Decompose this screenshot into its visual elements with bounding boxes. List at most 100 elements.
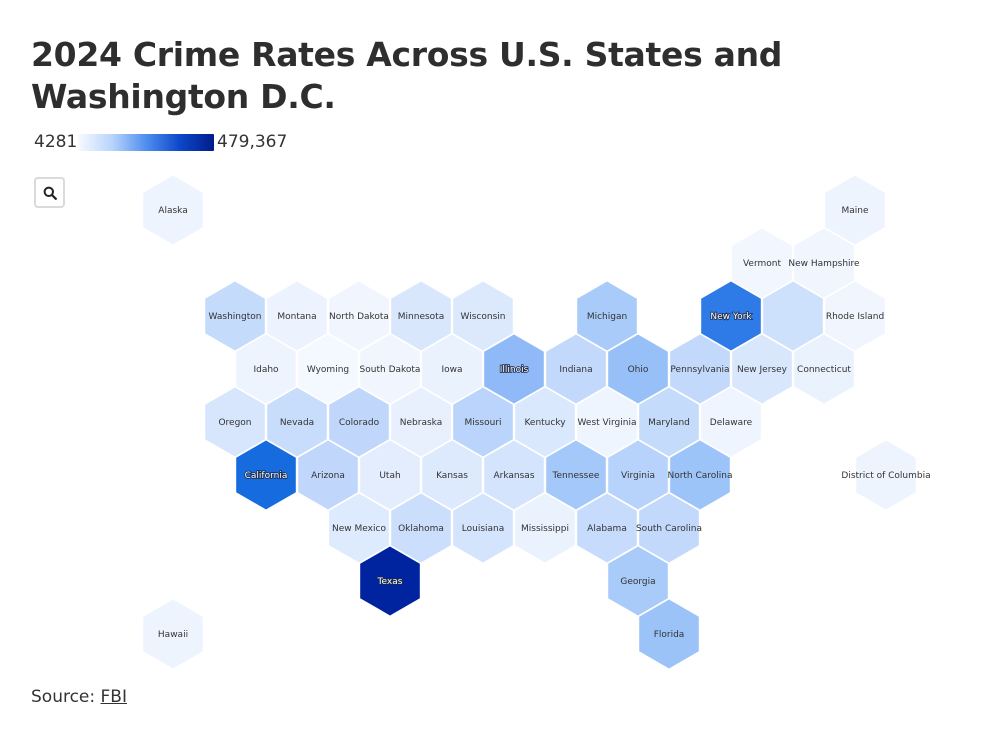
state-iowa[interactable]: Iowa	[421, 333, 483, 405]
state-nebraska[interactable]: Nebraska	[390, 386, 452, 458]
state-hex[interactable]	[421, 333, 483, 405]
state-south-carolina[interactable]: South Carolina	[636, 492, 702, 564]
state-montana[interactable]: Montana	[266, 280, 328, 352]
state-hex[interactable]	[638, 492, 700, 564]
state-hex[interactable]	[514, 386, 576, 458]
state-connecticut[interactable]: Connecticut	[793, 333, 855, 405]
state-hex[interactable]	[235, 439, 297, 511]
state-arkansas[interactable]: Arkansas	[483, 439, 545, 511]
state-hex[interactable]	[576, 386, 638, 458]
state-georgia[interactable]: Georgia	[607, 545, 669, 617]
state-hex[interactable]	[576, 280, 638, 352]
state-hex[interactable]	[266, 280, 328, 352]
state-utah[interactable]: Utah	[359, 439, 421, 511]
state-hex[interactable]	[266, 386, 328, 458]
state-north-dakota[interactable]: North Dakota	[328, 280, 390, 352]
state-hex[interactable]	[731, 227, 793, 299]
state-oregon[interactable]: Oregon	[204, 386, 266, 458]
state-washington[interactable]: Washington	[204, 280, 266, 352]
state-hex[interactable]	[297, 439, 359, 511]
state-maryland[interactable]: Maryland	[638, 386, 700, 458]
state-hex[interactable]	[700, 280, 762, 352]
state-alaska[interactable]: Alaska	[142, 174, 204, 246]
state-hex[interactable]	[762, 280, 824, 352]
state-arizona[interactable]: Arizona	[297, 439, 359, 511]
state-hex[interactable]	[483, 333, 545, 405]
state-delaware[interactable]: Delaware	[700, 386, 762, 458]
state-hex[interactable]	[793, 333, 855, 405]
state-maine[interactable]: Maine	[824, 174, 886, 246]
state-hex[interactable]	[607, 333, 669, 405]
state-hex[interactable]	[297, 333, 359, 405]
state-new-jersey[interactable]: New Jersey	[731, 333, 793, 405]
state-colorado[interactable]: Colorado	[328, 386, 390, 458]
state-hex[interactable]	[359, 333, 421, 405]
state-michigan[interactable]: Michigan	[576, 280, 638, 352]
state-hex[interactable]	[824, 174, 886, 246]
state-new-york[interactable]: New York	[700, 280, 762, 352]
state-hex[interactable]	[359, 545, 421, 617]
state-hex[interactable]	[421, 439, 483, 511]
state-hex[interactable]	[824, 280, 886, 352]
state-hex[interactable]	[204, 386, 266, 458]
state-hex[interactable]	[793, 227, 855, 299]
state-hex[interactable]	[390, 386, 452, 458]
state-hawaii[interactable]: Hawaii	[142, 598, 204, 670]
state-new-mexico[interactable]: New Mexico	[328, 492, 390, 564]
state-hex[interactable]	[638, 598, 700, 670]
state-hex[interactable]	[328, 386, 390, 458]
state-hex[interactable]	[452, 386, 514, 458]
state-rhode-island[interactable]: Rhode Island	[824, 280, 886, 352]
state-north-carolina[interactable]: North Carolina	[667, 439, 733, 511]
state-oklahoma[interactable]: Oklahoma	[390, 492, 452, 564]
state-nevada[interactable]: Nevada	[266, 386, 328, 458]
state-hex[interactable]	[700, 386, 762, 458]
state-hex[interactable]	[142, 174, 204, 246]
state-new-hampshire[interactable]: New Hampshire	[788, 227, 860, 299]
state-texas[interactable]: Texas	[359, 545, 421, 617]
state-virginia[interactable]: Virginia	[607, 439, 669, 511]
state-wyoming[interactable]: Wyoming	[297, 333, 359, 405]
state-hex[interactable]	[390, 492, 452, 564]
state-hex[interactable]	[545, 439, 607, 511]
state-hex[interactable]	[545, 333, 607, 405]
state-hex[interactable]	[669, 333, 731, 405]
state-hex[interactable]	[204, 280, 266, 352]
state-hex[interactable]	[669, 439, 731, 511]
state-missouri[interactable]: Missouri	[452, 386, 514, 458]
state-hex[interactable]	[142, 598, 204, 670]
state-hex[interactable]	[514, 492, 576, 564]
state-minnesota[interactable]: Minnesota	[390, 280, 452, 352]
state-kansas[interactable]: Kansas	[421, 439, 483, 511]
state-mississippi[interactable]: Mississippi	[514, 492, 576, 564]
state-hex[interactable]	[359, 439, 421, 511]
state-hex[interactable]	[855, 439, 917, 511]
state-pennsylvania[interactable]: Pennsylvania	[669, 333, 731, 405]
state-hex[interactable]	[638, 386, 700, 458]
state-florida[interactable]: Florida	[638, 598, 700, 670]
state-hex[interactable]	[607, 545, 669, 617]
source-link[interactable]: FBI	[100, 687, 127, 707]
state-hex[interactable]	[452, 492, 514, 564]
state-hex[interactable]	[731, 333, 793, 405]
state-hex[interactable]	[452, 280, 514, 352]
state-hex[interactable]	[235, 333, 297, 405]
state-illinois[interactable]: Illinois	[483, 333, 545, 405]
state-california[interactable]: California	[235, 439, 297, 511]
state-indiana[interactable]: Indiana	[545, 333, 607, 405]
state-west-virginia[interactable]: West Virginia	[576, 386, 638, 458]
state-hex[interactable]	[607, 439, 669, 511]
state-hex[interactable]	[328, 492, 390, 564]
state-hex[interactable]	[576, 492, 638, 564]
state-district-of-columbia[interactable]: District of Columbia	[841, 439, 931, 511]
state-south-dakota[interactable]: South Dakota	[359, 333, 421, 405]
zoom-button[interactable]	[34, 177, 65, 208]
state-kentucky[interactable]: Kentucky	[514, 386, 576, 458]
state-massachusetts[interactable]	[762, 280, 824, 352]
state-wisconsin[interactable]: Wisconsin	[452, 280, 514, 352]
state-idaho[interactable]: Idaho	[235, 333, 297, 405]
state-hex[interactable]	[483, 439, 545, 511]
state-vermont[interactable]: Vermont	[731, 227, 793, 299]
state-tennessee[interactable]: Tennessee	[545, 439, 607, 511]
state-louisiana[interactable]: Louisiana	[452, 492, 514, 564]
